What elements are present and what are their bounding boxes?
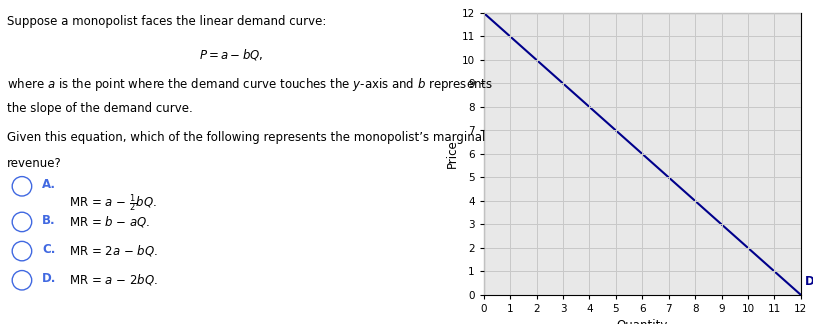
Text: A.: A. bbox=[42, 178, 56, 191]
Text: Given this equation, which of the following represents the monopolist’s marginal: Given this equation, which of the follow… bbox=[7, 131, 485, 144]
Text: D.: D. bbox=[42, 272, 57, 285]
Text: C.: C. bbox=[42, 243, 55, 256]
Text: MR = $a$ $-$ $2bQ.$: MR = $a$ $-$ $2bQ.$ bbox=[69, 272, 158, 287]
Y-axis label: Price: Price bbox=[446, 140, 459, 168]
Text: where $a$ is the point where the demand curve touches the $y$-axis and $b$ repre: where $a$ is the point where the demand … bbox=[7, 76, 493, 93]
Text: MR = $b$ $-$ $aQ.$: MR = $b$ $-$ $aQ.$ bbox=[69, 214, 150, 229]
Text: B.: B. bbox=[42, 214, 56, 227]
Text: MR = $a$ $-$ $\frac{1}{2}$$bQ.$: MR = $a$ $-$ $\frac{1}{2}$$bQ.$ bbox=[69, 193, 157, 214]
X-axis label: Quantity: Quantity bbox=[616, 319, 668, 324]
Text: Suppose a monopolist faces the linear demand curve:: Suppose a monopolist faces the linear de… bbox=[7, 15, 326, 28]
Text: $P = a - bQ,$: $P = a - bQ,$ bbox=[199, 47, 264, 62]
Text: the slope of the demand curve.: the slope of the demand curve. bbox=[7, 102, 192, 115]
Text: revenue?: revenue? bbox=[7, 157, 61, 170]
Text: MR = $2a$ $-$ $bQ.$: MR = $2a$ $-$ $bQ.$ bbox=[69, 243, 158, 258]
Text: D: D bbox=[805, 275, 813, 288]
